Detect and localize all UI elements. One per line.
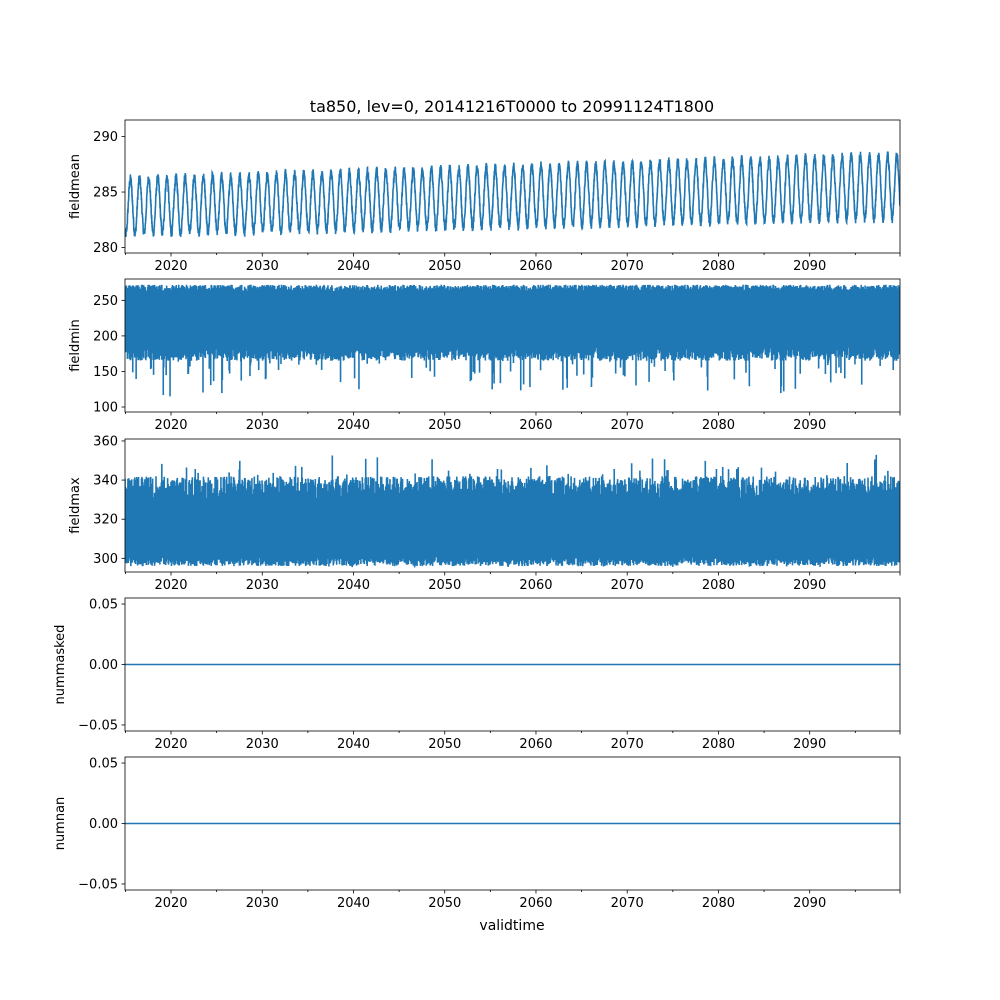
subplot-numnan: −0.05 0.00 0.05 2020 2030 2040 2050 2060 2070 208… xyxy=(53,757,901,911)
x-tick-label: 2070 xyxy=(611,259,644,274)
subplot-fieldmin: 100 150 200 250 2020 2030 2040 2050 2060 2070 2080… xyxy=(68,278,901,433)
x-tick-label: 2080 xyxy=(702,896,735,911)
x-tick-label: 2070 xyxy=(611,578,644,593)
axes-frame-fieldmean xyxy=(124,119,901,254)
x-tick-label: 2090 xyxy=(793,737,826,752)
chart-title: ta850, lev=0, 20141216T0000 to 20991124T… xyxy=(310,97,714,116)
x-tick-label: 2040 xyxy=(337,578,370,593)
x-tick-label: 2050 xyxy=(428,737,461,752)
x-tick-label: 2090 xyxy=(793,896,826,911)
y-axis-label-fieldmin: fieldmin xyxy=(68,319,83,372)
series-line-fieldmin xyxy=(125,284,900,397)
y-tick-label-fieldmin: 150 xyxy=(93,365,118,380)
plot-area-fieldmin xyxy=(125,284,900,397)
y-tick-label-nummasked: 0.00 xyxy=(89,658,118,673)
x-tick-label: 2050 xyxy=(428,578,461,593)
x-tick-label: 2090 xyxy=(793,418,826,433)
y-axis-label-fieldmax: fieldmax xyxy=(68,477,83,534)
subplot-fieldmean: 280 285 290 2020 2030 2040 2050 2060 2070 2080 209… xyxy=(68,119,901,274)
y-tick-label-fieldmean: 290 xyxy=(93,130,118,145)
x-tick-label: 2050 xyxy=(428,418,461,433)
y-tick-label-fieldmax: 300 xyxy=(93,552,118,567)
y-tick-label-fieldmax: 320 xyxy=(93,513,118,528)
y-tick-label-numnan: 0.05 xyxy=(89,757,118,772)
x-tick-label: 2030 xyxy=(246,259,279,274)
x-tick-label: 2030 xyxy=(246,737,279,752)
y-tick-label-fieldmin: 250 xyxy=(93,294,118,309)
x-tick-label: 2050 xyxy=(428,259,461,274)
x-tick-label: 2030 xyxy=(246,418,279,433)
x-tick-label: 2040 xyxy=(337,737,370,752)
x-tick-label: 2060 xyxy=(519,737,552,752)
y-axis-label-numnan: numnan xyxy=(53,797,68,851)
x-tick-label: 2080 xyxy=(702,418,735,433)
x-tick-label: 2080 xyxy=(702,578,735,593)
y-tick-label-numnan: 0.00 xyxy=(89,817,118,832)
subplot-nummasked: −0.05 0.00 0.05 2020 2030 2040 2050 2060 2070 208… xyxy=(53,598,901,752)
x-tick-label: 2020 xyxy=(154,259,187,274)
x-tick-label: 2040 xyxy=(337,418,370,433)
x-tick-label: 2090 xyxy=(793,259,826,274)
y-tick-label-fieldmax: 340 xyxy=(93,474,118,489)
x-tick-label: 2030 xyxy=(246,896,279,911)
y-tick-label-nummasked: −0.05 xyxy=(78,718,118,733)
subplot-stack: 280 285 290 2020 2030 2040 2050 2060 2070 2080 209… xyxy=(53,119,901,911)
y-axis-label-nummasked: nummasked xyxy=(53,625,68,705)
y-tick-label-fieldmean: 280 xyxy=(93,241,118,256)
y-tick-label-fieldmax: 360 xyxy=(93,434,118,449)
y-tick-label-numnan: −0.05 xyxy=(78,877,118,892)
series-line-fieldmean xyxy=(125,151,900,238)
x-tick-label: 2090 xyxy=(793,578,826,593)
x-tick-label: 2050 xyxy=(428,896,461,911)
plot-area-fieldmax xyxy=(125,454,900,568)
x-tick-label: 2040 xyxy=(337,259,370,274)
x-tick-label: 2070 xyxy=(611,896,644,911)
x-tick-label: 2080 xyxy=(702,259,735,274)
x-tick-label: 2020 xyxy=(154,418,187,433)
x-axis-label: validtime xyxy=(479,918,544,934)
subplot-fieldmax: 300 320 340 360 2020 2030 2040 2050 2060 2070 2080… xyxy=(68,434,901,593)
x-tick-label: 2070 xyxy=(611,418,644,433)
x-tick-label: 2060 xyxy=(519,418,552,433)
x-tick-label: 2040 xyxy=(337,896,370,911)
x-tick-label: 2060 xyxy=(519,578,552,593)
x-tick-label: 2080 xyxy=(702,737,735,752)
x-tick-label: 2020 xyxy=(154,578,187,593)
y-tick-label-fieldmin: 200 xyxy=(93,329,118,344)
x-tick-label: 2060 xyxy=(519,259,552,274)
y-axis-label-fieldmean: fieldmean xyxy=(68,154,83,219)
x-tick-label: 2060 xyxy=(519,896,552,911)
x-tick-label: 2030 xyxy=(246,578,279,593)
x-tick-label: 2020 xyxy=(154,896,187,911)
axes-frame-fieldmin xyxy=(124,278,901,413)
y-tick-label-fieldmin: 100 xyxy=(93,401,118,416)
x-tick-label: 2070 xyxy=(611,737,644,752)
axes-frame-fieldmax xyxy=(124,438,901,573)
y-tick-label-nummasked: 0.05 xyxy=(89,598,118,613)
y-tick-label-fieldmean: 285 xyxy=(93,186,118,201)
series-line-fieldmax xyxy=(125,454,900,568)
x-tick-label: 2020 xyxy=(154,737,187,752)
plot-area-fieldmean xyxy=(125,151,900,238)
